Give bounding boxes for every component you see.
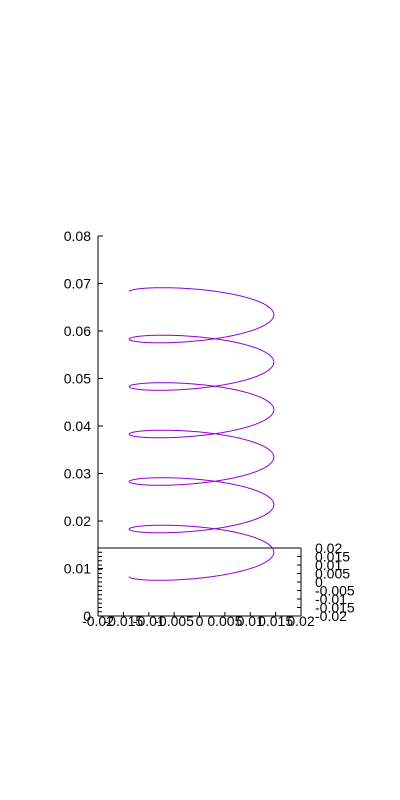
z-tick-label: 0.01 <box>64 561 91 577</box>
ticks: 00.010.020.030.040.050.060.070.08-0.02-0… <box>64 228 355 629</box>
series <box>128 287 275 581</box>
y-tick-label: 0.02 <box>315 540 342 556</box>
z-tick-label: 0.08 <box>64 228 91 244</box>
x-tick-label: 0.005 <box>207 613 242 629</box>
y-tick-label: -0.02 <box>315 608 347 624</box>
y-tick-label: -0.005 <box>315 583 355 599</box>
x-tick-label: -0.01 <box>133 613 165 629</box>
z-tick-label: 0.07 <box>64 276 91 292</box>
z-tick-label: 0.05 <box>64 371 91 387</box>
z-tick-label: 0 <box>83 608 91 624</box>
x-tick-label: -0.015 <box>104 613 144 629</box>
y-tick-label: 0 <box>315 574 323 590</box>
z-tick-label: 0.03 <box>64 466 91 482</box>
z-tick-label: 0.06 <box>64 323 91 339</box>
y-tick-label: -0.01 <box>315 591 347 607</box>
y-tick-label: 0.01 <box>315 557 342 573</box>
x-tick-label: 0.01 <box>237 613 264 629</box>
x-tick-label: -0.02 <box>82 613 114 629</box>
x-tick-label: 0 <box>196 613 204 629</box>
x-tick-label: 0.015 <box>258 613 293 629</box>
z-tick-label: 0.04 <box>64 418 91 434</box>
x-tick-label: -0.005 <box>154 613 194 629</box>
y-tick-label: -0.015 <box>315 600 355 616</box>
helix-series-line <box>128 287 275 581</box>
z-tick-label: 0.02 <box>64 513 91 529</box>
y-tick-label: 0.015 <box>315 549 350 565</box>
y-tick-label: 0.005 <box>315 566 350 582</box>
x-tick-label: 0.02 <box>287 613 314 629</box>
